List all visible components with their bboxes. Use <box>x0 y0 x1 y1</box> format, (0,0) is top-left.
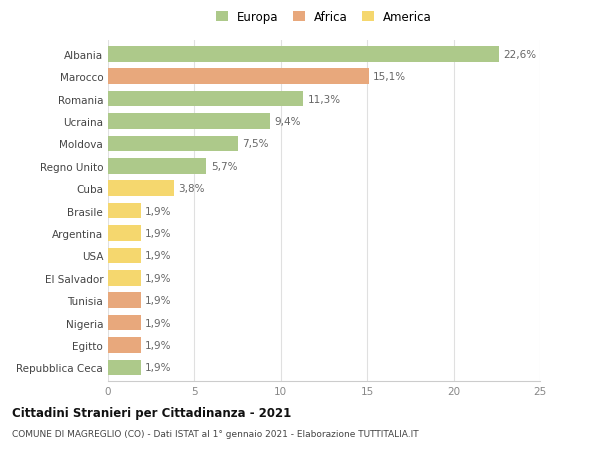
Bar <box>108 114 271 129</box>
Bar <box>108 159 206 174</box>
Text: Cittadini Stranieri per Cittadinanza - 2021: Cittadini Stranieri per Cittadinanza - 2… <box>12 406 291 419</box>
Text: 3,8%: 3,8% <box>178 184 205 194</box>
Bar <box>108 181 173 196</box>
Bar <box>108 293 141 308</box>
Bar <box>108 69 369 85</box>
Text: 1,9%: 1,9% <box>145 229 172 239</box>
Bar <box>108 248 141 263</box>
Text: 1,9%: 1,9% <box>145 206 172 216</box>
Bar <box>108 337 141 353</box>
Legend: Europa, Africa, America: Europa, Africa, America <box>211 6 437 28</box>
Bar <box>108 47 499 62</box>
Text: 22,6%: 22,6% <box>503 50 536 60</box>
Text: 1,9%: 1,9% <box>145 273 172 283</box>
Bar <box>108 136 238 152</box>
Bar <box>108 360 141 375</box>
Bar <box>108 203 141 219</box>
Bar <box>108 270 141 286</box>
Text: 11,3%: 11,3% <box>308 95 341 104</box>
Text: 1,9%: 1,9% <box>145 340 172 350</box>
Bar <box>108 92 303 107</box>
Bar <box>108 226 141 241</box>
Text: 15,1%: 15,1% <box>373 72 406 82</box>
Text: 5,7%: 5,7% <box>211 162 238 172</box>
Text: 1,9%: 1,9% <box>145 251 172 261</box>
Text: 1,9%: 1,9% <box>145 363 172 373</box>
Bar <box>108 315 141 330</box>
Text: 9,4%: 9,4% <box>275 117 301 127</box>
Text: 1,9%: 1,9% <box>145 318 172 328</box>
Text: COMUNE DI MAGREGLIO (CO) - Dati ISTAT al 1° gennaio 2021 - Elaborazione TUTTITAL: COMUNE DI MAGREGLIO (CO) - Dati ISTAT al… <box>12 429 419 438</box>
Text: 7,5%: 7,5% <box>242 139 268 149</box>
Text: 1,9%: 1,9% <box>145 296 172 306</box>
